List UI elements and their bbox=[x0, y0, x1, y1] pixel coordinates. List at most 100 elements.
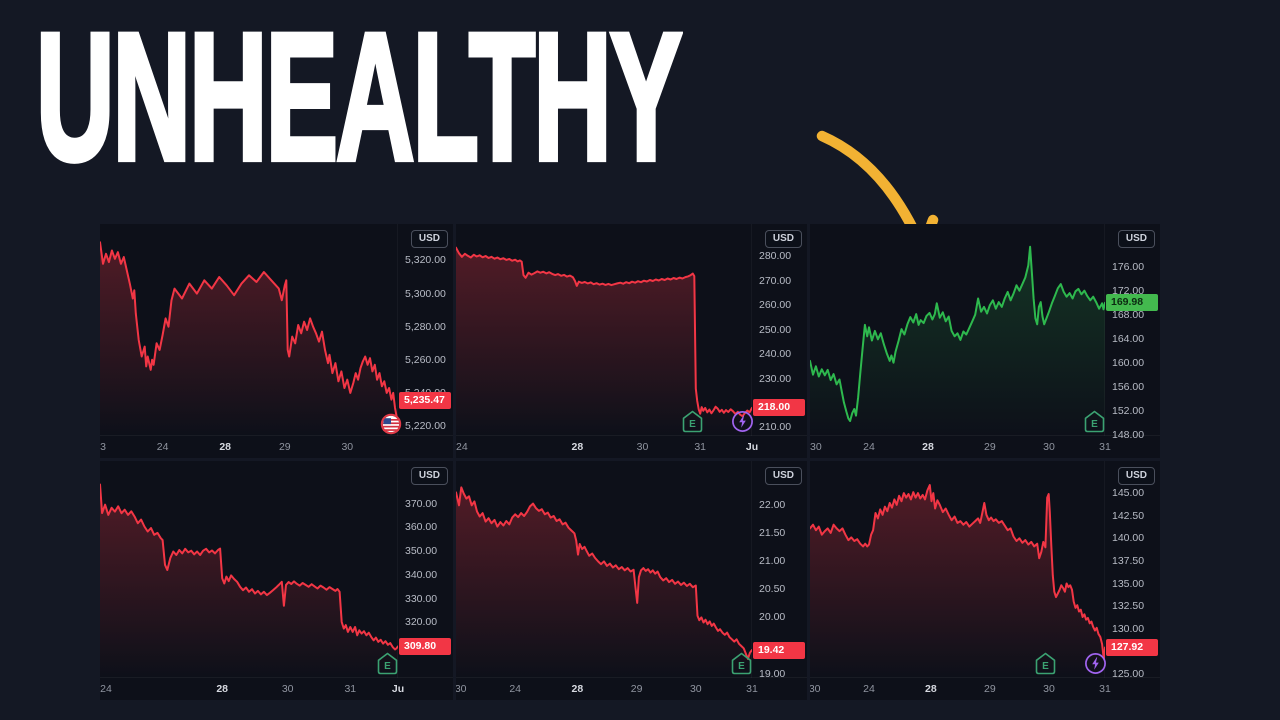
earnings-marker: E bbox=[1084, 410, 1105, 438]
y-axis-tick: 210.00 bbox=[759, 421, 792, 434]
x-axis-label: Ju bbox=[745, 441, 759, 453]
earnings-icon: E bbox=[1035, 652, 1056, 675]
x-axis-label: 28 bbox=[922, 441, 934, 453]
x-axis-label: 24 bbox=[509, 683, 522, 695]
x-axis-label: 29 bbox=[984, 441, 996, 453]
x-axis-label: 30 bbox=[341, 441, 354, 453]
earnings-icon: E bbox=[682, 410, 703, 433]
y-axis-tick: 176.00 bbox=[1112, 260, 1145, 273]
last-price-badge: 169.98 bbox=[1106, 294, 1158, 312]
y-axis-tick: 148.00 bbox=[1112, 428, 1145, 441]
price-axis: 176.00 172.00 168.00 164.00 160.00 156.00 152.… bbox=[1104, 224, 1160, 441]
x-axis-label: 30 bbox=[281, 683, 294, 695]
y-axis-tick: 164.00 bbox=[1112, 332, 1145, 345]
usd-currency-badge: USD bbox=[1117, 467, 1155, 485]
lightning-icon bbox=[1084, 653, 1106, 674]
y-axis-tick: 168.00 bbox=[1112, 308, 1145, 321]
mini-chart-panel-2[interactable]: 280.00270.00260.00250.00240.00230.00220.… bbox=[456, 224, 807, 458]
y-axis-tick: 142.50 bbox=[1112, 509, 1145, 522]
y-axis-tick: 5,280.00 bbox=[405, 320, 446, 333]
svg-text:E: E bbox=[1091, 419, 1098, 430]
x-axis-label: 30 bbox=[456, 683, 467, 695]
y-axis-tick: 250.00 bbox=[759, 323, 792, 336]
last-price-badge: 5,235.47 bbox=[399, 391, 451, 409]
y-axis-tick: 260.00 bbox=[759, 299, 792, 312]
mini-chart-panel-1[interactable]: 5,320.005,300.005,280.005,260.005,240.00… bbox=[100, 224, 453, 458]
time-axis: 3 24 28 29 30 bbox=[100, 435, 453, 458]
y-axis-tick: 160.00 bbox=[1112, 356, 1145, 369]
x-axis-label: Ju bbox=[391, 683, 405, 695]
x-axis-label: 24 bbox=[156, 441, 169, 453]
mini-chart-panel-5[interactable]: 22.0021.5021.0020.5020.0019.5019.0030242… bbox=[456, 461, 807, 700]
lightning-icon bbox=[731, 411, 753, 432]
y-axis-tick: 172.00 bbox=[1112, 284, 1145, 297]
earnings-marker: E bbox=[377, 652, 398, 680]
bolt-marker bbox=[1084, 652, 1107, 680]
last-price-badge: 309.80 bbox=[399, 637, 451, 655]
y-axis-tick: 156.00 bbox=[1112, 380, 1145, 393]
x-axis-label: 30 bbox=[810, 441, 822, 453]
x-axis-label: 29 bbox=[984, 683, 996, 695]
usd-currency-badge: USD bbox=[1117, 230, 1155, 248]
x-axis-label: 29 bbox=[630, 683, 643, 695]
y-axis-tick: 19.00 bbox=[759, 667, 786, 680]
x-axis-label: 28 bbox=[219, 441, 232, 453]
x-axis-label: 24 bbox=[863, 441, 875, 453]
y-axis-tick: 5,320.00 bbox=[405, 254, 446, 267]
x-axis-label: 3 bbox=[100, 441, 106, 453]
earnings-icon: E bbox=[731, 652, 751, 675]
y-axis-tick: 21.00 bbox=[759, 555, 786, 568]
x-axis-label: 30 bbox=[1043, 683, 1055, 695]
usd-currency-badge: USD bbox=[410, 467, 448, 485]
y-axis-tick: 340.00 bbox=[405, 568, 438, 581]
usd-currency-badge: USD bbox=[764, 230, 802, 248]
y-axis-tick: 125.00 bbox=[1112, 667, 1145, 680]
x-axis-label: 30 bbox=[1043, 441, 1055, 453]
time-axis: 24 28 30 31 Ju bbox=[456, 435, 807, 458]
time-axis: 24 28 30 31 Ju bbox=[100, 677, 453, 700]
y-axis-tick: 130.00 bbox=[1112, 622, 1145, 635]
y-axis-tick: 280.00 bbox=[759, 250, 792, 263]
usd-currency-badge: USD bbox=[764, 467, 802, 485]
mini-chart-panel-4[interactable]: 370.00 360.00 350.00 340.00 330.00 320.00 24 28… bbox=[100, 461, 453, 700]
y-axis-tick: 137.50 bbox=[1112, 554, 1145, 567]
x-axis-label: 30 bbox=[689, 683, 702, 695]
x-axis-label: 29 bbox=[278, 441, 291, 453]
earnings-icon: E bbox=[1084, 410, 1104, 433]
charts-grid: 5,320.005,300.005,280.005,260.005,240.00… bbox=[100, 224, 1160, 700]
y-axis-tick: 135.00 bbox=[1112, 577, 1145, 590]
y-axis-tick: 230.00 bbox=[759, 372, 792, 385]
price-axis: 145.00 142.50 140.00 137.50 135.00 132.50 130.… bbox=[1104, 461, 1160, 680]
price-line-chart bbox=[456, 246, 752, 436]
earnings-marker: E bbox=[1035, 652, 1056, 680]
price-line-chart bbox=[100, 483, 398, 678]
mini-chart-panel-3[interactable]: 176.00 172.00 168.00 164.00 160.00 156.00 152.… bbox=[810, 224, 1160, 458]
last-price-badge: 19.42 bbox=[753, 641, 805, 659]
y-axis-tick: 140.00 bbox=[1112, 532, 1145, 545]
last-price-badge: 218.00 bbox=[753, 399, 805, 417]
price-line-chart bbox=[100, 241, 398, 436]
svg-text:E: E bbox=[689, 419, 696, 430]
time-axis: 30 24 28 29 30 31 bbox=[810, 435, 1160, 458]
x-axis-label: 30 bbox=[810, 683, 821, 695]
x-axis-label: 31 bbox=[694, 441, 707, 453]
price-line-chart bbox=[810, 245, 1105, 436]
x-axis-label: 24 bbox=[456, 441, 468, 453]
mini-chart-panel-6[interactable]: 145.00 142.50 140.00 137.50 135.00 132.50 130.… bbox=[810, 461, 1160, 700]
time-axis: 30 24 28 29 30 31 bbox=[456, 677, 807, 700]
price-line-chart bbox=[456, 486, 752, 678]
y-axis-tick: 330.00 bbox=[405, 592, 438, 605]
earnings-marker: E bbox=[731, 652, 752, 680]
y-axis-tick: 132.50 bbox=[1112, 600, 1145, 613]
x-axis-label: 31 bbox=[746, 683, 758, 695]
y-axis-tick: 350.00 bbox=[405, 545, 438, 557]
x-axis-label: 28 bbox=[571, 683, 584, 695]
earnings-marker: E bbox=[682, 410, 703, 438]
y-axis-tick: 152.00 bbox=[1112, 404, 1145, 417]
svg-text:E: E bbox=[384, 661, 391, 672]
x-axis-label: 31 bbox=[1099, 441, 1111, 453]
y-axis-tick: 145.00 bbox=[1112, 487, 1145, 500]
svg-text:E: E bbox=[738, 661, 745, 672]
us-flag-icon bbox=[380, 414, 401, 435]
y-axis-tick: 20.00 bbox=[759, 611, 786, 624]
